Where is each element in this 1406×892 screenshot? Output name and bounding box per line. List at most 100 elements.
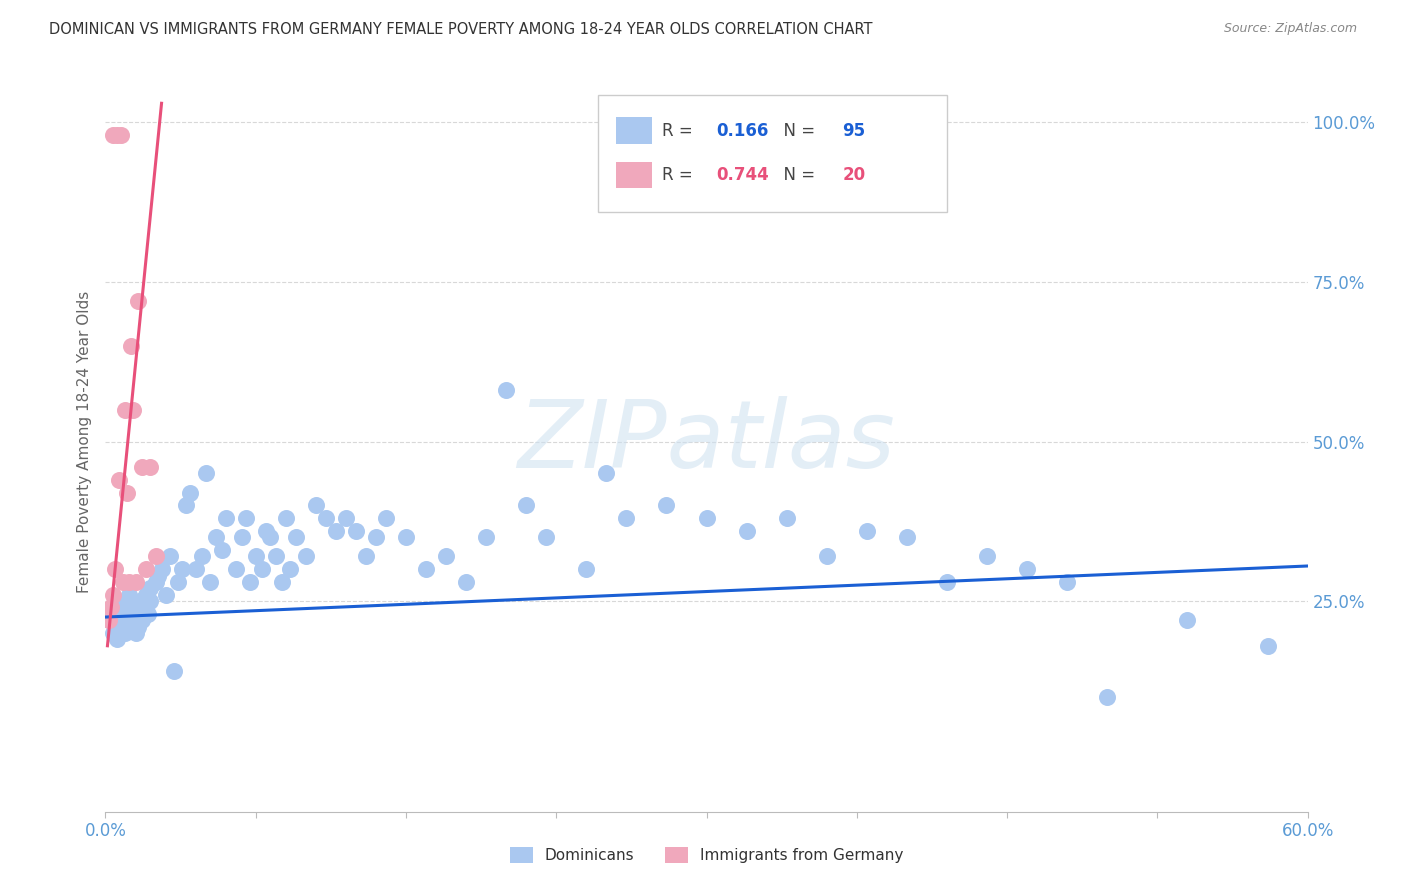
- Point: [100, 607, 122, 621]
- Point: [114, 594, 136, 608]
- Point: [1257, 639, 1279, 653]
- Point: [575, 562, 598, 576]
- Point: [110, 128, 132, 143]
- Point: [250, 562, 273, 576]
- Point: [1056, 574, 1078, 589]
- Text: 0.744: 0.744: [716, 166, 769, 184]
- Point: [174, 499, 197, 513]
- Point: [103, 128, 125, 143]
- Point: [515, 499, 537, 513]
- Point: [127, 619, 149, 633]
- Point: [131, 460, 153, 475]
- Point: [335, 511, 357, 525]
- Point: [121, 339, 143, 353]
- FancyBboxPatch shape: [616, 161, 652, 188]
- Point: [776, 511, 799, 525]
- Text: DOMINICAN VS IMMIGRANTS FROM GERMANY FEMALE POVERTY AMONG 18-24 YEAR OLDS CORREL: DOMINICAN VS IMMIGRANTS FROM GERMANY FEM…: [49, 22, 873, 37]
- Legend: Dominicans, Immigrants from Germany: Dominicans, Immigrants from Germany: [503, 841, 910, 869]
- Point: [108, 607, 131, 621]
- Point: [117, 607, 139, 621]
- Point: [107, 613, 129, 627]
- Point: [475, 530, 498, 544]
- Point: [190, 549, 212, 564]
- Point: [696, 511, 718, 525]
- Point: [1177, 613, 1199, 627]
- Point: [131, 613, 153, 627]
- Text: 0.166: 0.166: [716, 121, 769, 139]
- Point: [1017, 562, 1039, 576]
- Point: [117, 485, 139, 500]
- Point: [534, 530, 557, 544]
- Point: [107, 632, 129, 647]
- Point: [204, 530, 226, 544]
- Point: [104, 619, 127, 633]
- Point: [166, 574, 188, 589]
- Text: 95: 95: [842, 121, 866, 139]
- Point: [325, 524, 347, 538]
- Point: [131, 600, 153, 615]
- Text: Source: ZipAtlas.com: Source: ZipAtlas.com: [1223, 22, 1357, 36]
- Point: [295, 549, 318, 564]
- Point: [135, 562, 157, 576]
- Point: [146, 568, 169, 582]
- Point: [103, 626, 125, 640]
- Point: [374, 511, 398, 525]
- Point: [114, 626, 136, 640]
- Point: [110, 600, 132, 615]
- Point: [118, 619, 141, 633]
- Point: [936, 574, 959, 589]
- Point: [305, 499, 328, 513]
- Point: [104, 562, 127, 576]
- Y-axis label: Female Poverty Among 18-24 Year Olds: Female Poverty Among 18-24 Year Olds: [76, 291, 91, 592]
- Text: N =: N =: [773, 121, 820, 139]
- FancyBboxPatch shape: [616, 117, 652, 144]
- Point: [114, 613, 136, 627]
- Point: [118, 574, 141, 589]
- Point: [198, 574, 221, 589]
- Text: ZIPatlas: ZIPatlas: [517, 396, 896, 487]
- Point: [124, 607, 146, 621]
- Point: [239, 574, 262, 589]
- Point: [145, 549, 167, 564]
- Text: N =: N =: [773, 166, 820, 184]
- Point: [264, 549, 287, 564]
- Point: [114, 402, 136, 417]
- Point: [103, 588, 125, 602]
- Point: [155, 588, 177, 602]
- Point: [415, 562, 437, 576]
- Point: [274, 511, 297, 525]
- Point: [136, 607, 159, 621]
- Point: [138, 594, 160, 608]
- Point: [225, 562, 247, 576]
- Point: [179, 485, 201, 500]
- Point: [231, 530, 253, 544]
- Point: [110, 619, 132, 633]
- Point: [124, 626, 146, 640]
- Point: [270, 574, 292, 589]
- Text: 20: 20: [842, 166, 866, 184]
- Point: [108, 626, 131, 640]
- Point: [124, 574, 146, 589]
- Point: [315, 511, 337, 525]
- Point: [214, 511, 236, 525]
- Point: [655, 499, 678, 513]
- Point: [395, 530, 418, 544]
- Point: [118, 588, 141, 602]
- Point: [107, 128, 129, 143]
- Point: [112, 613, 135, 627]
- Point: [194, 467, 217, 481]
- Point: [616, 511, 638, 525]
- Point: [150, 562, 173, 576]
- Point: [284, 530, 307, 544]
- Point: [103, 600, 125, 615]
- FancyBboxPatch shape: [599, 95, 948, 212]
- Point: [159, 549, 181, 564]
- Point: [138, 582, 160, 596]
- Point: [98, 613, 121, 627]
- Point: [344, 524, 367, 538]
- Point: [135, 588, 157, 602]
- Point: [354, 549, 377, 564]
- Point: [170, 562, 193, 576]
- Text: R =: R =: [662, 121, 697, 139]
- Point: [162, 665, 184, 679]
